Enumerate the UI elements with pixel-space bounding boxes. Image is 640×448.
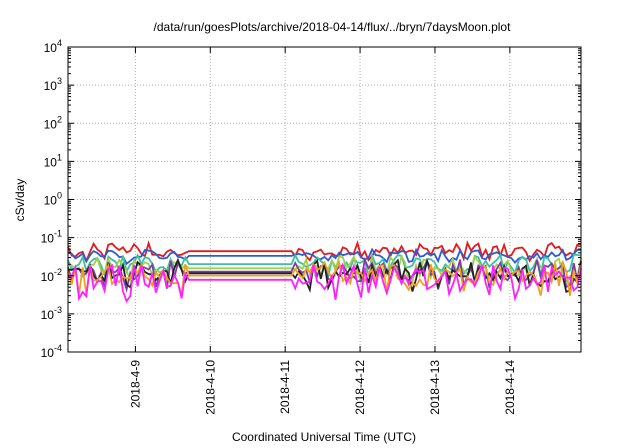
y-tick-label: 101 [44,152,62,169]
series-line [67,239,582,264]
series-lines [67,239,582,304]
x-tick-label: 2018-4-13 [428,360,442,415]
y-tick-label: 100 [44,191,62,208]
series-line [67,261,582,304]
y-tick-label: 10-4 [41,343,62,360]
y-tick-label: 10-1 [41,229,62,246]
y-tick-label: 102 [44,114,62,131]
x-tick-label: 2018-4-9 [128,360,142,408]
x-tick-label: 2018-4-11 [278,360,292,414]
x-tick-label: 2018-4-10 [203,360,217,415]
chart-title: /data/run/goesPlots/archive/2018-04-14/f… [154,20,512,34]
plot-frame [67,46,582,353]
y-tick-label: 10-2 [41,267,62,284]
y-axis-label: cSv/day [13,179,27,222]
y-axis: 10-4 10-3 10-2 10-1 100 101 102 103 104 [41,38,581,360]
series-line [67,247,582,266]
x-tick-label: 2018-4-12 [353,360,367,415]
x-axis: 2018-4-9 2018-4-10 2018-4-11 2018-4-12 2018-… [128,47,517,415]
x-axis-label: Coordinated Universal Time (UTC) [232,430,416,444]
x-tick-label: 2018-4-14 [503,360,517,415]
grid-lines [68,47,581,352]
y-tick-label: 104 [44,38,62,55]
y-tick-label: 10-3 [41,305,62,322]
y-tick-label: 103 [44,76,62,93]
